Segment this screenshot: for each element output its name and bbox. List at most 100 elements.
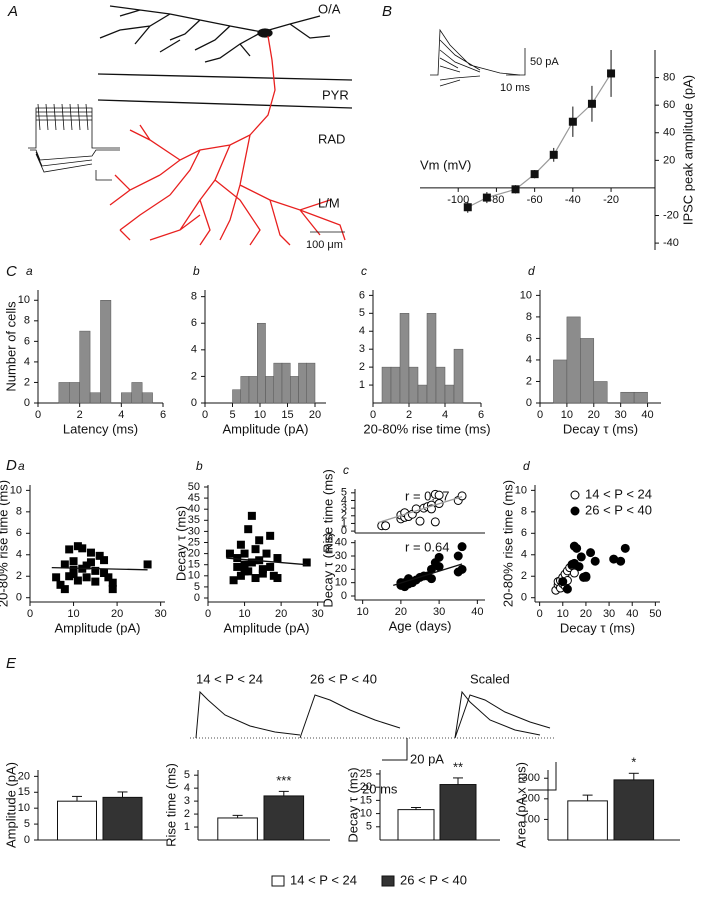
y-tick-label: 15 [360, 794, 372, 806]
y-axis-label: Area (pA x ms) [513, 762, 528, 848]
subpanel-letter: c [361, 264, 367, 278]
marker [302, 558, 311, 567]
x-tick-label: 40 [641, 409, 653, 421]
marker [572, 543, 582, 553]
marker [607, 69, 616, 78]
x-axis-label: Latency (ms) [63, 421, 138, 436]
x-tick-label: 10 [238, 608, 250, 620]
marker [434, 490, 444, 500]
bar [397, 809, 435, 841]
x-tick-label: 0 [537, 608, 543, 620]
y-axis-label: Rise time (ms) [163, 763, 178, 847]
x-tick-label: -20 [603, 194, 619, 206]
marker [570, 506, 580, 516]
histogram-bar [69, 382, 80, 404]
y-tick-label: 4 [521, 549, 527, 561]
marker [251, 574, 260, 583]
marker [426, 574, 436, 584]
bar [567, 800, 608, 841]
y-tick-label: 20 [335, 563, 347, 575]
subpanel-letter: a [18, 459, 25, 473]
y-tick-label: 20 [663, 154, 675, 166]
marker [60, 560, 69, 569]
marker [549, 150, 558, 159]
x-tick-label: 6 [478, 409, 484, 421]
marker [82, 573, 91, 582]
marker [240, 560, 249, 569]
bar [439, 784, 477, 841]
bar [263, 795, 305, 841]
marker [69, 557, 78, 566]
marker [233, 562, 242, 571]
y-tick-label: 20 [360, 781, 372, 793]
y-tick-label: 45 [188, 492, 200, 504]
significance: ** [453, 759, 463, 774]
y-tick-label: 5 [341, 487, 347, 499]
histogram-bar [281, 362, 291, 404]
marker [258, 565, 267, 574]
x-axis-label: 20-80% rise time (ms) [363, 421, 490, 436]
y-axis-label: Decay τ (ms) [173, 506, 188, 581]
marker [255, 536, 264, 545]
fit-line [393, 563, 463, 586]
marker [69, 570, 78, 579]
y-tick-label: 2 [191, 370, 197, 382]
y-axis-label: IPSC peak amplitude (pA) [680, 75, 695, 225]
y-tick-label: 200 [522, 793, 540, 805]
panel-letter: D [6, 457, 17, 474]
x-tick-label: 6 [160, 409, 166, 421]
panel-letter: E [6, 655, 17, 672]
x-axis-label: Amplitude (pA) [223, 421, 309, 436]
bar [613, 779, 655, 841]
histogram-bar [232, 389, 241, 404]
y-tick-label: 300 [522, 772, 540, 784]
histogram-bar [593, 381, 608, 404]
x-tick-label: 0 [35, 409, 41, 421]
marker [558, 577, 568, 587]
x-tick-label: 20 [111, 608, 123, 620]
y-tick-label: 35 [188, 514, 200, 526]
histogram-bar [131, 382, 143, 404]
marker [73, 576, 82, 585]
y-tick-label: 3 [359, 343, 365, 355]
y-axis-label: Number of cells [3, 301, 18, 392]
histogram-bar [417, 384, 428, 404]
histogram-bar [141, 392, 153, 404]
y-tick-label: 5 [359, 307, 365, 319]
y-tick-label: 6 [521, 527, 527, 539]
y-tick-label: 2 [24, 376, 30, 388]
x-tick-label: 30 [603, 608, 615, 620]
marker [86, 548, 95, 557]
x-tick-label: -60 [527, 194, 543, 206]
bar [217, 817, 258, 841]
marker [262, 549, 271, 558]
histogram-bar [580, 338, 595, 404]
y-tick-label: 6 [359, 289, 365, 301]
legend-label: 14 < P < 24 [290, 872, 357, 887]
subpanel-letter: b [196, 459, 203, 473]
x-tick-label: 40 [626, 608, 638, 620]
x-axis-label: Amplitude (pA) [224, 620, 310, 635]
histogram-bar [89, 392, 101, 404]
y-tick-label: 10 [18, 294, 30, 306]
legend-swatch [381, 875, 395, 887]
histogram-bar [240, 376, 250, 404]
marker [273, 574, 282, 583]
marker [143, 560, 152, 569]
legend-label: 14 < P < 24 [585, 486, 652, 501]
x-tick-label: 5 [229, 409, 235, 421]
x-tick-label: -100 [447, 194, 469, 206]
trace-label: 26 < P < 40 [310, 671, 377, 686]
fit-line [226, 557, 307, 566]
marker [56, 580, 65, 589]
y-axis-label: Amplitude (pA) [3, 762, 18, 848]
y-tick-label: 0 [341, 590, 347, 602]
y-tick-label: 2 [521, 570, 527, 582]
x-tick-label: 0 [370, 409, 376, 421]
y-tick-label: 8 [191, 291, 197, 303]
histogram-bar [390, 366, 401, 404]
fit-line [377, 496, 463, 524]
marker [620, 543, 630, 553]
y-tick-label: 40 [188, 503, 200, 515]
y-tick-label: 2 [184, 808, 190, 820]
